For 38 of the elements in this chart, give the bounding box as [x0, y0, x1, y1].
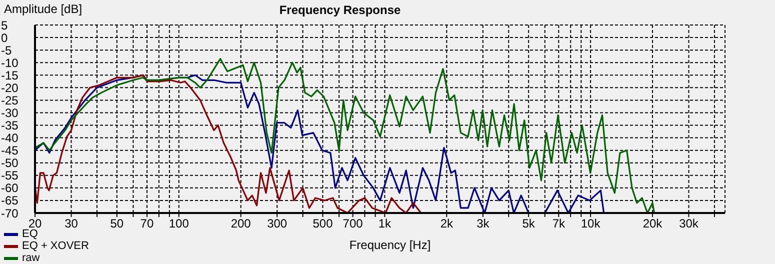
x-tick-label: 30 [64, 216, 78, 231]
x-tick-label: 20k [642, 216, 664, 231]
y-tick-label: -65 [1, 194, 19, 208]
y-tick-label: -25 [1, 93, 19, 108]
x-axis-title: Frequency [Hz] [349, 238, 431, 252]
x-tick-label: 500 [312, 216, 334, 231]
y-tick-label: -40 [1, 131, 19, 146]
y-axis-title: Amplitude [dB] [4, 2, 82, 16]
x-tick-label: 200 [230, 216, 252, 231]
y-tick-label: 5 [1, 18, 8, 32]
x-tick-label: 1k [378, 216, 392, 231]
legend-label: raw [22, 252, 40, 264]
x-tick-label: 300 [267, 216, 288, 231]
legend-label: EQ + XOVER [22, 240, 89, 252]
x-tick-label: 700 [342, 216, 364, 231]
y-tick-label: 0 [1, 30, 8, 45]
x-tick-label: 50 [110, 216, 124, 231]
y-tick-label: -60 [1, 181, 19, 196]
y-tick-label: -10 [1, 56, 19, 70]
y-tick-label: -45 [1, 144, 19, 158]
y-tick-label: -55 [1, 168, 19, 183]
y-tick-label: -50 [1, 156, 19, 170]
y-tick-label: -20 [1, 80, 19, 95]
x-tick-label: 7k [552, 216, 566, 231]
x-tick-label: 70 [140, 216, 154, 231]
y-tick-label: -5 [1, 43, 12, 58]
y-tick-label: -30 [1, 106, 19, 120]
legend-label: EQ [22, 228, 38, 240]
x-tick-label: 3k [476, 216, 490, 231]
x-tick-label: 100 [168, 216, 190, 231]
x-tick-label: 5k [522, 216, 536, 231]
y-tick-label: -15 [1, 68, 19, 82]
y-tick-label: -35 [1, 118, 19, 133]
x-tick-label: 10k [580, 216, 602, 231]
y-tick-label: -70 [1, 206, 19, 220]
x-tick-label: 30k [679, 216, 700, 231]
x-tick-label: 2k [440, 216, 454, 231]
chart-title: Frequency Response [279, 3, 401, 17]
